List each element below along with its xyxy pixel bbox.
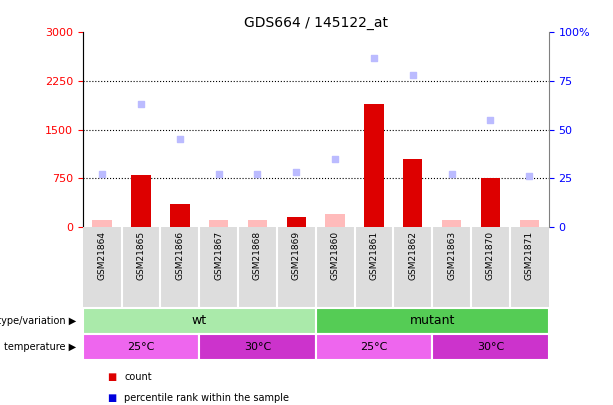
Bar: [326, 214, 345, 227]
Text: ■: ■: [107, 372, 116, 382]
Bar: [209, 220, 228, 227]
Point: [447, 171, 457, 177]
Text: count: count: [124, 372, 152, 382]
Bar: [83, 334, 199, 360]
Point: [330, 156, 340, 162]
Text: GSM21871: GSM21871: [525, 231, 534, 280]
Point: [136, 101, 146, 108]
Text: GSM21867: GSM21867: [214, 231, 223, 280]
Bar: [170, 204, 189, 227]
Bar: [93, 220, 112, 227]
Text: 30°C: 30°C: [477, 342, 504, 352]
Text: GSM21862: GSM21862: [408, 231, 417, 280]
Text: temperature ▶: temperature ▶: [4, 342, 77, 352]
Bar: [519, 220, 539, 227]
Text: GSM21863: GSM21863: [447, 231, 456, 280]
Bar: [364, 104, 384, 227]
Text: GSM21861: GSM21861: [370, 231, 378, 280]
Point: [291, 169, 301, 176]
Point: [408, 72, 417, 79]
Bar: [131, 175, 151, 227]
Text: GSM21870: GSM21870: [486, 231, 495, 280]
Text: wt: wt: [192, 314, 207, 328]
Text: GSM21868: GSM21868: [253, 231, 262, 280]
Bar: [199, 334, 316, 360]
Bar: [248, 220, 267, 227]
Point: [524, 173, 534, 179]
Point: [369, 54, 379, 61]
Point: [485, 117, 495, 123]
Text: GSM21860: GSM21860: [330, 231, 340, 280]
Text: 30°C: 30°C: [244, 342, 271, 352]
Text: mutant: mutant: [409, 314, 455, 328]
Text: percentile rank within the sample: percentile rank within the sample: [124, 393, 289, 403]
Text: GSM21866: GSM21866: [175, 231, 185, 280]
Bar: [83, 308, 316, 334]
Text: GSM21865: GSM21865: [137, 231, 145, 280]
Bar: [481, 178, 500, 227]
Text: genotype/variation ▶: genotype/variation ▶: [0, 316, 77, 326]
Bar: [432, 334, 549, 360]
Text: 25°C: 25°C: [360, 342, 387, 352]
Point: [253, 171, 262, 177]
Bar: [316, 334, 432, 360]
Bar: [287, 217, 306, 227]
Title: GDS664 / 145122_at: GDS664 / 145122_at: [244, 16, 387, 30]
Text: GSM21869: GSM21869: [292, 231, 301, 280]
Bar: [403, 159, 422, 227]
Bar: [442, 220, 462, 227]
Bar: [316, 308, 549, 334]
Text: 25°C: 25°C: [128, 342, 154, 352]
Point: [97, 171, 107, 177]
Point: [214, 171, 224, 177]
Text: ■: ■: [107, 393, 116, 403]
Text: GSM21864: GSM21864: [97, 231, 107, 280]
Point: [175, 136, 185, 143]
